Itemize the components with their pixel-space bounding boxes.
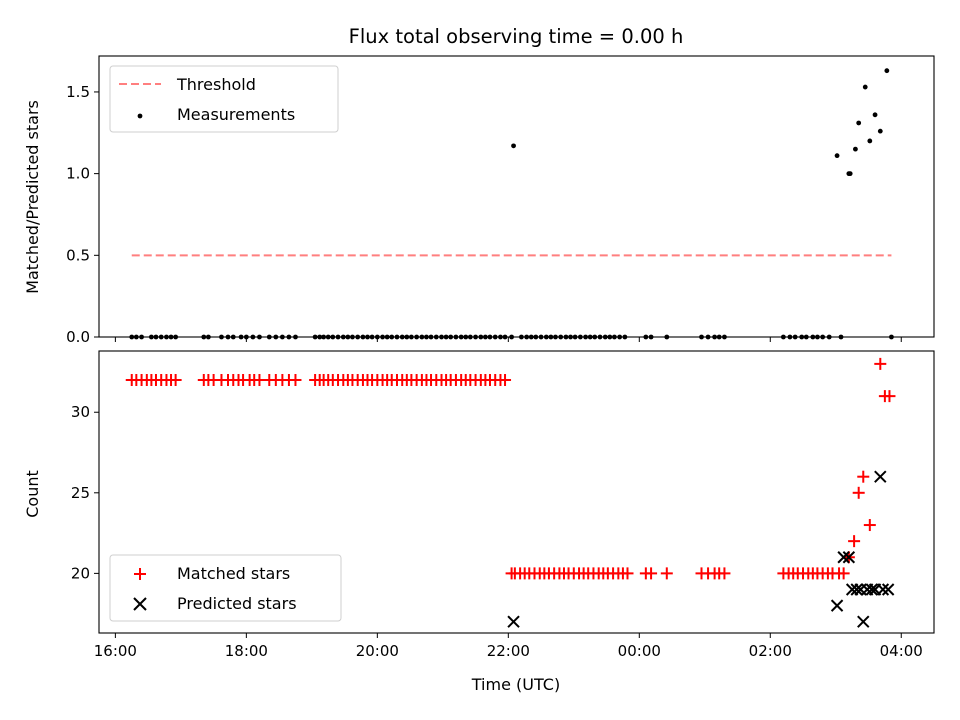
bottom-x-tick-label: 02:00	[749, 642, 792, 660]
measurement-point	[884, 68, 890, 74]
measurements-legend-swatch	[137, 113, 143, 119]
matched-legend-label: Matched stars	[177, 564, 290, 583]
measurement-point	[862, 84, 868, 90]
bottom-y-ticks: 20 25 30	[71, 403, 99, 582]
matched-star-marker	[857, 470, 870, 483]
bottom-x-tick-label: 20:00	[356, 642, 399, 660]
bottom-x-tick-label: 04:00	[880, 642, 923, 660]
top-y-tick-label: 1.5	[66, 83, 90, 101]
measurement-point	[834, 153, 840, 159]
matched-star-marker	[645, 567, 658, 580]
top-axes-frame	[98, 55, 935, 338]
bottom-y-axis-label: Count	[23, 470, 42, 518]
bottom-x-tick-label: 18:00	[225, 642, 268, 660]
top-legend: Threshold Measurements	[109, 65, 339, 133]
matched-star-marker	[874, 357, 887, 370]
measurement-point	[867, 138, 873, 144]
bottom-panel: 20 25 30 16:00 18:00 20:00 22:00 00:00 02:00 04:…	[23, 350, 935, 694]
predicted-legend-swatch	[133, 597, 147, 611]
predicted-star-marker	[507, 615, 520, 628]
bottom-axes-frame	[98, 350, 935, 634]
measurement-point	[856, 120, 862, 126]
matched-star-marker	[837, 567, 850, 580]
matched-star-marker	[863, 519, 876, 532]
measurement-point	[847, 171, 853, 177]
top-y-ticks: 0.0 0.5 1.0 1.5	[66, 83, 99, 346]
matched-star-marker	[848, 535, 861, 548]
matched-star-marker	[718, 567, 731, 580]
matched-star-marker	[169, 374, 182, 387]
predicted-legend-label: Predicted stars	[177, 594, 297, 613]
matched-star-marker	[499, 374, 512, 387]
predicted-star-marker	[865, 583, 878, 596]
bottom-x-ticks: 16:00 18:00 20:00 22:00 00:00 02:00 04:00	[94, 633, 923, 660]
bottom-legend-box	[109, 554, 342, 622]
matched-star-marker	[660, 567, 673, 580]
predicted-star-marker	[842, 551, 856, 564]
bottom-y-tick-label: 20	[71, 564, 90, 582]
top-y-axis-label: Matched/Predicted stars	[23, 100, 42, 294]
predicted-star-marker	[874, 470, 887, 483]
measurement-point	[853, 146, 858, 152]
matched-star-marker	[621, 567, 634, 580]
bottom-x-tick-label: 00:00	[618, 642, 661, 660]
bottom-x-tick-label: 16:00	[94, 642, 137, 660]
matched-star-marker	[883, 390, 896, 403]
threshold-legend-label: Threshold	[176, 75, 256, 94]
bottom-y-tick-label: 25	[71, 484, 90, 502]
bottom-x-axis-label: Time (UTC)	[471, 675, 560, 694]
bottom-x-tick-label: 22:00	[487, 642, 530, 660]
top-panel: 0.0 0.5 1.0 1.5 Matched/Predicted stars Thr…	[23, 55, 935, 346]
measurements-legend-label: Measurements	[177, 105, 295, 124]
measurement-point	[511, 143, 516, 149]
measurement-point	[872, 112, 878, 118]
bottom-y-tick-label: 30	[71, 403, 90, 421]
bottom-legend: Matched stars Predicted stars	[109, 554, 342, 622]
top-y-tick-label: 0.5	[66, 246, 90, 264]
predicted-star-marker	[850, 583, 863, 596]
top-y-tick-label: 0.0	[66, 328, 90, 346]
predicted-star-marker	[837, 551, 850, 564]
predicted-star-marker	[881, 583, 895, 596]
count-points	[125, 357, 896, 628]
predicted-star-marker	[830, 599, 844, 612]
predicted-star-marker	[857, 615, 870, 628]
top-y-tick-label: 1.0	[66, 165, 90, 183]
chart-title: Flux total observing time = 0.00 h	[349, 25, 684, 48]
top-legend-box	[109, 65, 339, 133]
measurement-point	[877, 128, 883, 134]
predicted-star-marker	[876, 583, 890, 596]
matched-star-marker	[289, 374, 302, 387]
matched-star-marker	[852, 486, 865, 499]
matched-legend-swatch	[134, 568, 146, 580]
